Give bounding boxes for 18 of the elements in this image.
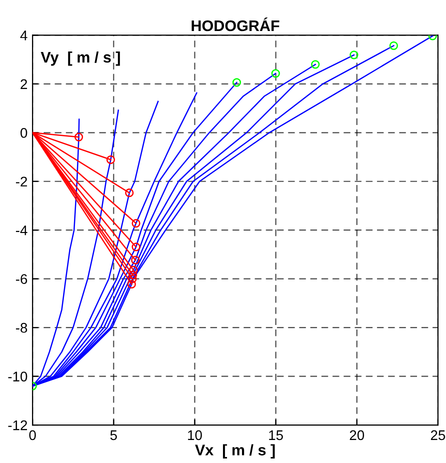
y-tick-label: -6 (16, 274, 28, 284)
y-tick-label: -12 (8, 420, 27, 430)
x-tick-label: 0 (29, 430, 36, 440)
y-tick-label: -2 (16, 176, 27, 186)
x-tick-label: 10 (188, 430, 202, 440)
y-tick-label: 2 (20, 79, 27, 89)
y-tick-label: 0 (20, 128, 28, 138)
x-axis-title: Vx [ m / s ] (195, 444, 275, 458)
y-tick-label: -4 (16, 226, 28, 236)
y-axis-title: Vy [ m / s ] (40, 51, 120, 66)
y-tick-label: -8 (16, 322, 28, 333)
x-tick-label: 25 (430, 430, 446, 440)
x-tick-label: 5 (110, 430, 117, 440)
x-tick-label: 20 (350, 430, 364, 440)
y-tick-label: 4 (20, 30, 28, 40)
y-tick-label: -10 (8, 372, 28, 382)
chart-title: HODOGRÁF (192, 17, 280, 32)
x-tick-label: 15 (269, 430, 283, 440)
